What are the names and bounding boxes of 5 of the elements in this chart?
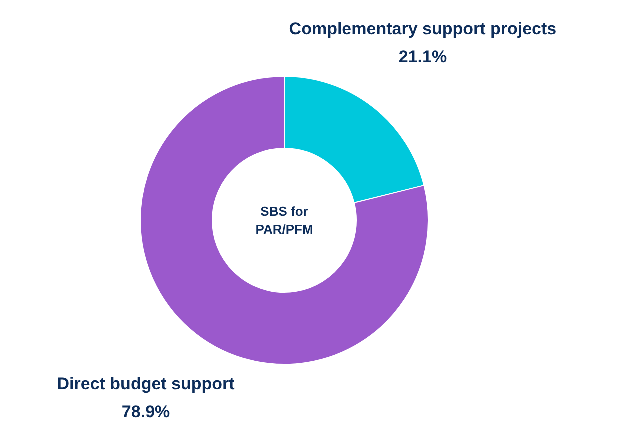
slice-label: Complementary support projects bbox=[289, 20, 557, 39]
slice-label: Direct budget support bbox=[57, 374, 236, 394]
data-label: 21.1% bbox=[398, 48, 448, 67]
text: SBS for PAR/PFM bbox=[256, 204, 314, 237]
data-label: 78.9% bbox=[122, 402, 170, 422]
